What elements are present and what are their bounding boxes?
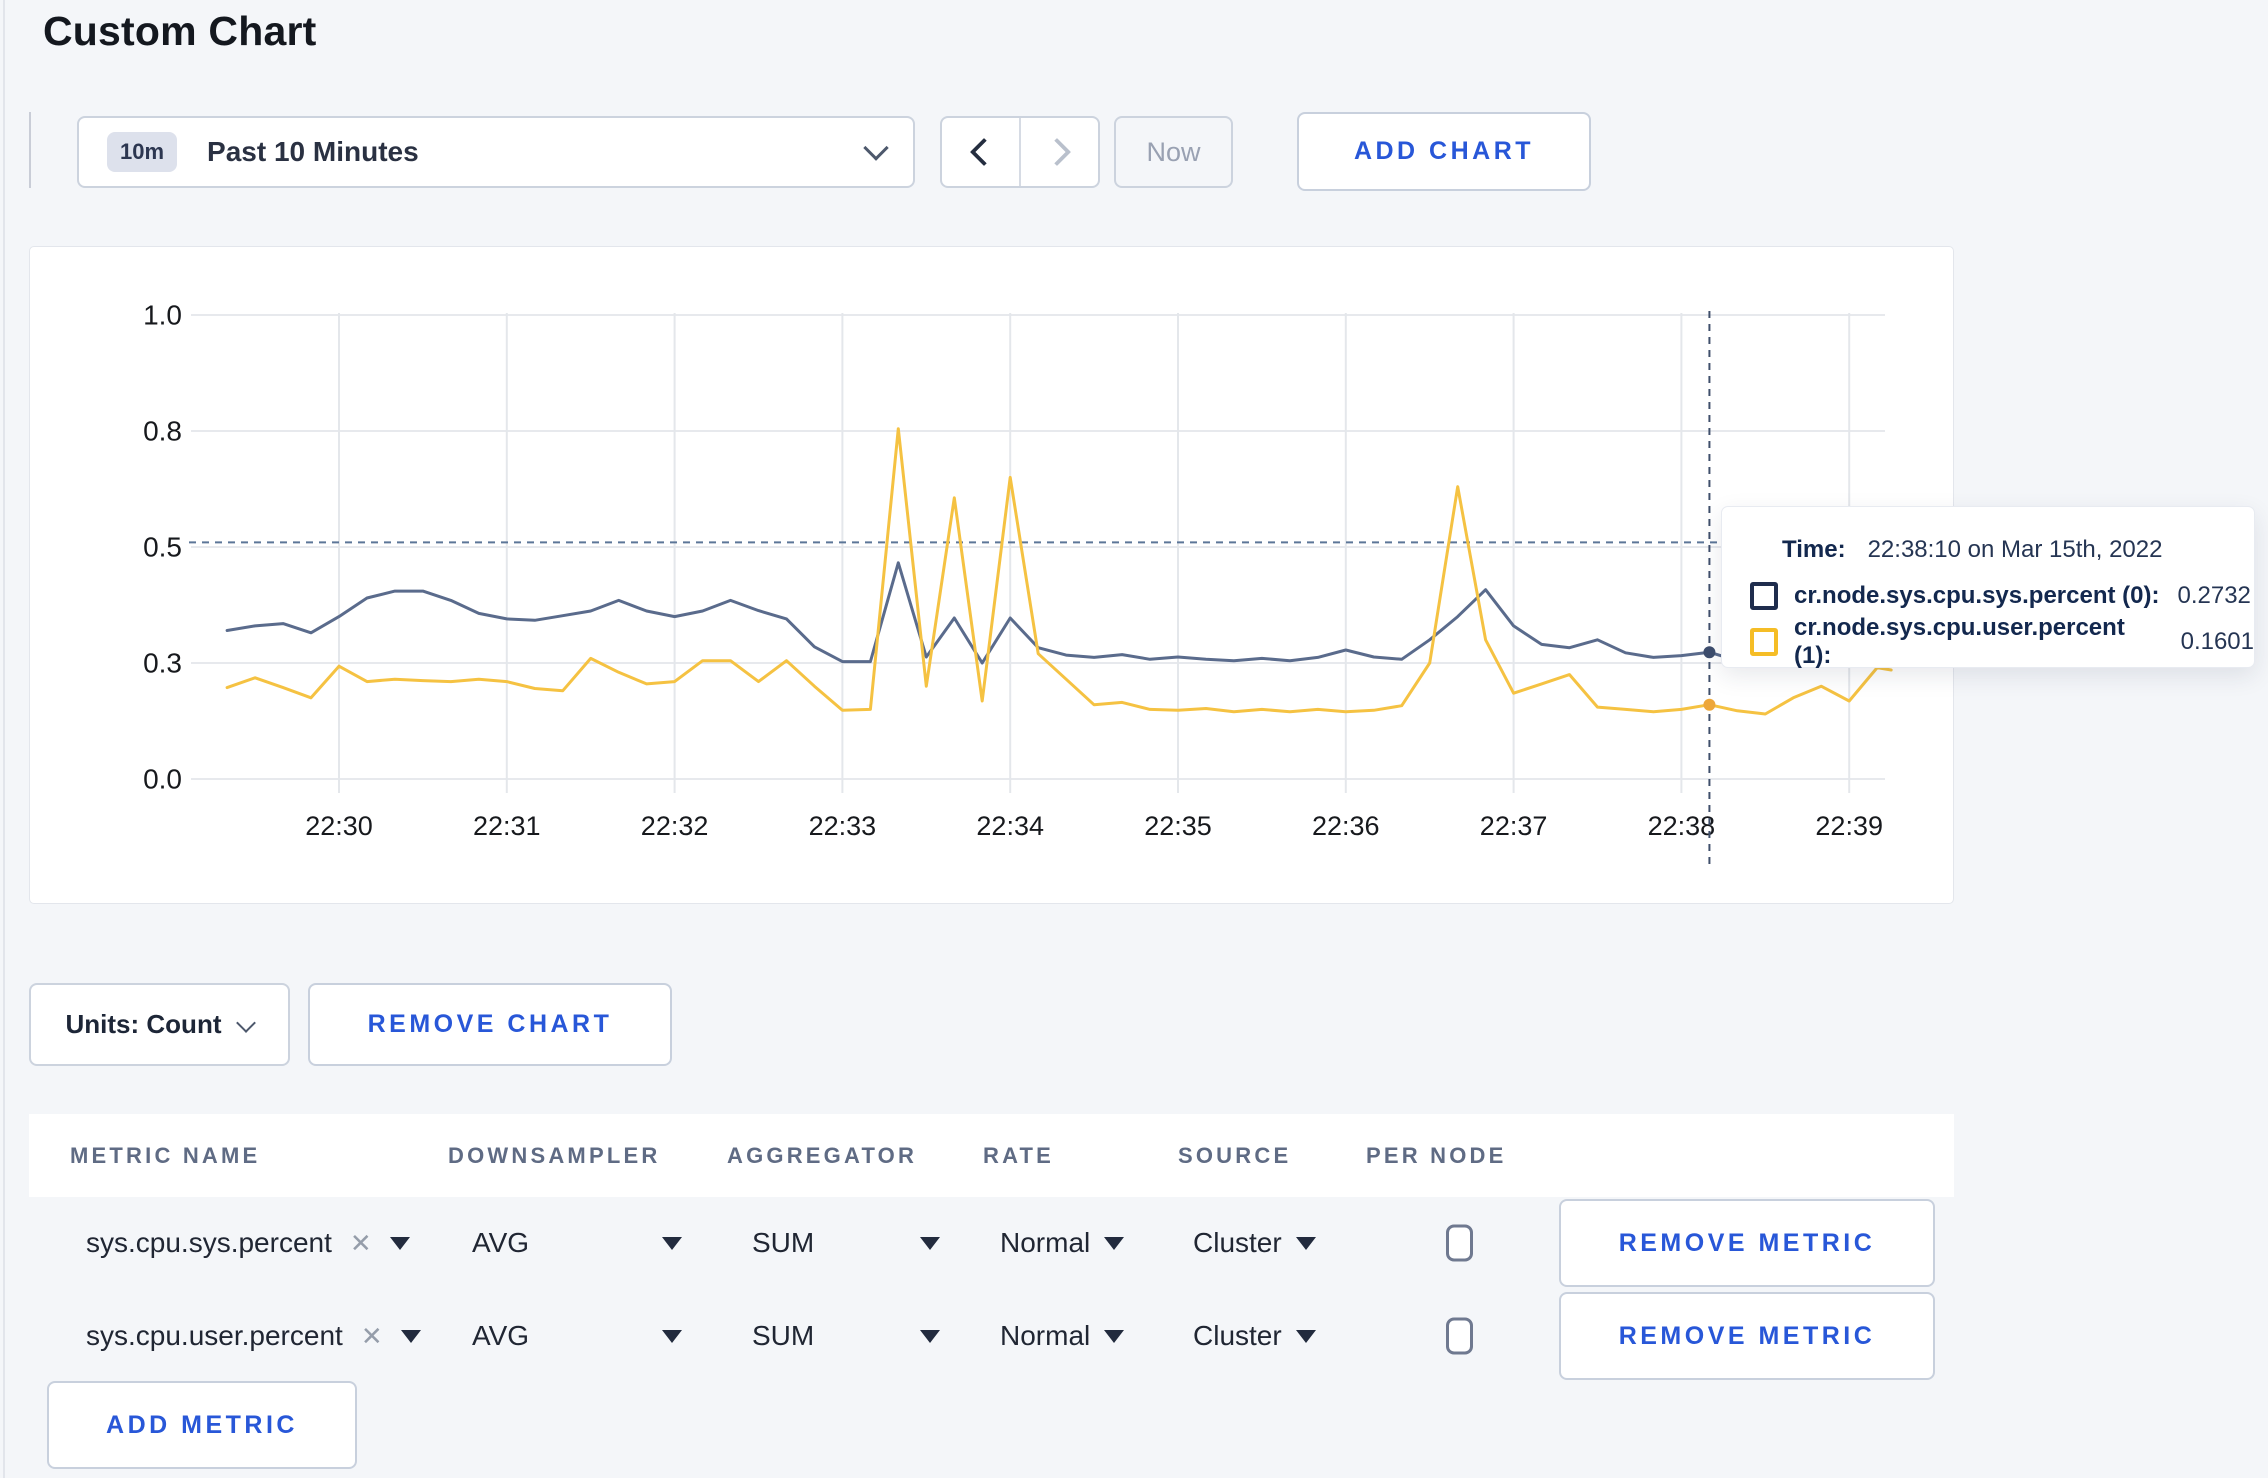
next-time-button[interactable] <box>1019 118 1098 186</box>
metric-name-select[interactable]: sys.cpu.sys.percent ✕ <box>86 1227 410 1259</box>
col-header-metric-name: METRIC NAME <box>70 1142 261 1168</box>
prev-time-button[interactable] <box>942 118 1019 186</box>
table-row: sys.cpu.user.percent ✕ AVG SUM Normal Cl… <box>29 1292 1954 1380</box>
page-edge-divider <box>3 0 5 1478</box>
series-swatch-sys <box>1750 582 1778 610</box>
dropdown-caret-icon <box>662 1329 682 1343</box>
aggregator-select[interactable]: SUM <box>752 1227 940 1259</box>
now-button[interactable]: Now <box>1114 116 1233 188</box>
units-dropdown[interactable]: Units: Count <box>29 983 290 1066</box>
svg-text:1.0: 1.0 <box>143 300 182 331</box>
svg-text:22:33: 22:33 <box>809 811 877 841</box>
toolbar-accent-line <box>29 112 31 188</box>
remove-tag-icon[interactable]: ✕ <box>360 1321 383 1351</box>
time-range-label: Past 10 Minutes <box>207 136 419 167</box>
chevron-down-icon <box>236 1012 257 1033</box>
dropdown-caret-icon <box>1295 1329 1316 1343</box>
svg-text:22:35: 22:35 <box>1144 811 1212 841</box>
chart-canvas[interactable]: 0.0 0.3 0.5 0.8 1.0 22:30 22:31 22:32 22:33 22:34… <box>30 247 1953 903</box>
table-row: sys.cpu.sys.percent ✕ AVG SUM Normal Clu… <box>29 1199 1954 1287</box>
dropdown-caret-icon <box>920 1236 940 1250</box>
downsampler-select[interactable]: AVG <box>472 1320 682 1352</box>
dropdown-caret-icon <box>1104 1236 1125 1250</box>
tooltip-time-label: Time: <box>1782 536 1846 563</box>
svg-text:0.8: 0.8 <box>143 416 182 447</box>
per-node-checkbox[interactable] <box>1446 1317 1473 1355</box>
tooltip-series-label: cr.node.sys.cpu.user.percent (1): <box>1794 614 2125 669</box>
time-range-dropdown[interactable]: 10m Past 10 Minutes <box>77 116 915 188</box>
chevron-left-icon <box>969 137 998 167</box>
page-title: Custom Chart <box>43 8 317 54</box>
col-header-rate: RATE <box>983 1142 1055 1168</box>
dropdown-caret-icon <box>400 1329 421 1343</box>
downsampler-select[interactable]: AVG <box>472 1227 682 1259</box>
dropdown-caret-icon <box>662 1236 682 1250</box>
series-swatch-user <box>1750 628 1778 656</box>
remove-chart-button[interactable]: REMOVE CHART <box>308 983 672 1066</box>
metric-name-select[interactable]: sys.cpu.user.percent ✕ <box>86 1320 421 1352</box>
dropdown-caret-icon <box>1104 1329 1125 1343</box>
tooltip-series-value: 0.1601 <box>2180 628 2254 655</box>
svg-text:22:39: 22:39 <box>1815 811 1883 841</box>
add-metric-button[interactable]: ADD METRIC <box>47 1381 357 1469</box>
remove-tag-icon[interactable]: ✕ <box>349 1228 372 1258</box>
source-select[interactable]: Cluster <box>1193 1320 1316 1352</box>
chevron-right-icon <box>1042 137 1071 167</box>
aggregator-select[interactable]: SUM <box>752 1320 940 1352</box>
svg-text:22:32: 22:32 <box>641 811 709 841</box>
rate-select[interactable]: Normal <box>1000 1320 1125 1352</box>
time-nav-group <box>940 116 1100 188</box>
per-node-checkbox[interactable] <box>1446 1224 1473 1262</box>
dropdown-caret-icon <box>1295 1236 1316 1250</box>
svg-text:22:31: 22:31 <box>473 811 541 841</box>
chart-card: 0.0 0.3 0.5 0.8 1.0 22:30 22:31 22:32 22:33 22:34… <box>29 246 1954 904</box>
chevron-down-icon <box>863 135 889 161</box>
chart-tooltip: Time: 22:38:10 on Mar 15th, 2022 cr.node… <box>1721 506 2255 669</box>
add-chart-button[interactable]: ADD CHART <box>1297 112 1591 191</box>
svg-text:22:37: 22:37 <box>1480 811 1548 841</box>
svg-text:0.3: 0.3 <box>143 648 182 679</box>
col-header-per-node: PER NODE <box>1366 1142 1507 1168</box>
time-range-badge: 10m <box>107 132 178 172</box>
svg-text:22:34: 22:34 <box>976 811 1044 841</box>
rate-select[interactable]: Normal <box>1000 1227 1125 1259</box>
tooltip-time-value: 22:38:10 on Mar 15th, 2022 <box>1867 536 2163 563</box>
metrics-table-header: METRIC NAME DOWNSAMPLER AGGREGATOR RATE … <box>29 1114 1954 1197</box>
dropdown-caret-icon <box>389 1236 410 1250</box>
svg-text:22:30: 22:30 <box>305 811 373 841</box>
col-header-downsampler: DOWNSAMPLER <box>448 1142 661 1168</box>
remove-metric-button[interactable]: REMOVE METRIC <box>1559 1199 1935 1287</box>
tooltip-series-label: cr.node.sys.cpu.sys.percent (0): <box>1794 582 2160 609</box>
units-label: Units: Count <box>65 1009 222 1039</box>
source-select[interactable]: Cluster <box>1193 1227 1316 1259</box>
svg-text:22:38: 22:38 <box>1648 811 1716 841</box>
tooltip-series-value: 0.2732 <box>2177 582 2251 609</box>
svg-text:22:36: 22:36 <box>1312 811 1380 841</box>
col-header-source: SOURCE <box>1178 1142 1292 1168</box>
col-header-aggregator: AGGREGATOR <box>727 1142 918 1168</box>
svg-text:0.5: 0.5 <box>143 532 182 563</box>
svg-text:0.0: 0.0 <box>143 764 182 795</box>
dropdown-caret-icon <box>920 1329 940 1343</box>
remove-metric-button[interactable]: REMOVE METRIC <box>1559 1292 1935 1380</box>
